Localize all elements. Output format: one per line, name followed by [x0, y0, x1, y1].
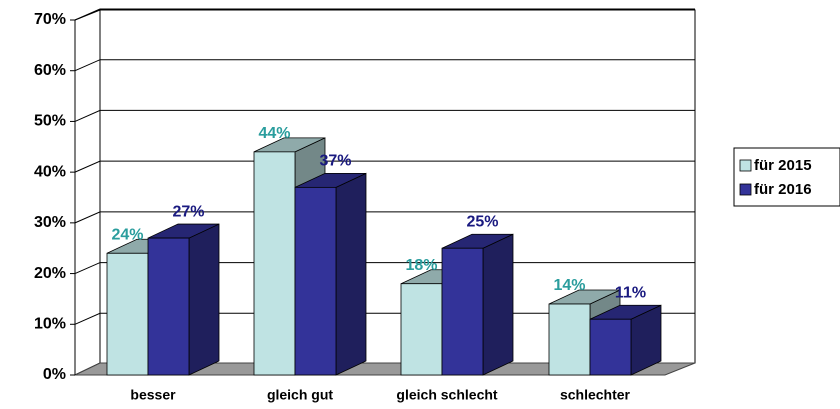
- grid-line: [74, 160, 695, 173]
- x-tick-label: schlechter: [560, 387, 631, 403]
- data-label: 11%: [615, 284, 646, 301]
- bar-side: [335, 172, 367, 376]
- grid-line: [74, 8, 695, 21]
- legend-label: für 2016: [754, 181, 812, 198]
- bar-side: [188, 223, 220, 376]
- x-tick-label: besser: [130, 387, 176, 403]
- data-label: 25%: [466, 213, 498, 230]
- y-tick-label: 20%: [34, 265, 66, 282]
- y-tick-label: 40%: [34, 163, 66, 180]
- legend-swatch: [739, 159, 752, 172]
- data-label: 27%: [172, 203, 204, 220]
- bar: [441, 247, 484, 376]
- grid-line: [74, 211, 695, 224]
- y-tick-label: 70%: [34, 11, 66, 28]
- bar: [253, 151, 296, 376]
- x-tick-label: gleich schlecht: [396, 387, 497, 403]
- legend-swatch: [739, 183, 752, 196]
- data-label: 44%: [258, 125, 290, 142]
- data-label: 14%: [553, 277, 585, 294]
- bar: [400, 283, 443, 376]
- y-tick-label: 50%: [34, 113, 66, 130]
- bar: [548, 303, 591, 376]
- data-label: 18%: [405, 257, 437, 274]
- data-label: 24%: [111, 227, 143, 244]
- y-tick-label: 0%: [43, 366, 66, 383]
- y-tick-label: 30%: [34, 214, 66, 231]
- grid-line: [74, 59, 695, 72]
- data-label: 37%: [319, 153, 351, 170]
- bar: [147, 237, 190, 376]
- bar-side: [482, 233, 514, 376]
- grid-line: [74, 109, 695, 122]
- y-tick-label: 60%: [34, 62, 66, 79]
- bar: [589, 318, 632, 376]
- x-tick-label: gleich gut: [267, 387, 333, 403]
- legend-label: für 2015: [754, 157, 812, 174]
- bar: [294, 186, 337, 376]
- legend: [733, 147, 840, 207]
- y-tick-label: 10%: [34, 316, 66, 333]
- bar: [106, 252, 149, 376]
